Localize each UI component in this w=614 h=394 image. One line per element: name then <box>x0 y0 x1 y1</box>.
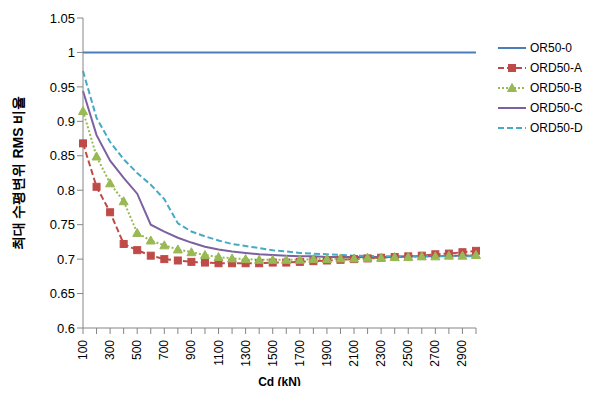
svg-text:1900: 1900 <box>320 340 334 367</box>
svg-text:0.95: 0.95 <box>50 80 75 95</box>
svg-text:2500: 2500 <box>401 340 415 367</box>
svg-text:2900: 2900 <box>455 340 469 367</box>
svg-text:100: 100 <box>76 340 90 360</box>
svg-text:1: 1 <box>68 45 75 60</box>
svg-text:ORD50-B: ORD50-B <box>530 81 582 95</box>
svg-text:ORD50-A: ORD50-A <box>530 61 582 75</box>
svg-text:1.05: 1.05 <box>50 11 75 26</box>
svg-text:700: 700 <box>157 340 171 360</box>
svg-text:최대 수평변위 RMS 비율: 최대 수평변위 RMS 비율 <box>10 96 26 251</box>
svg-text:0.65: 0.65 <box>50 286 75 301</box>
svg-text:0.75: 0.75 <box>50 217 75 232</box>
svg-text:900: 900 <box>184 340 198 360</box>
svg-text:0.9: 0.9 <box>57 114 75 129</box>
svg-text:ORD50-C: ORD50-C <box>530 101 583 115</box>
svg-text:1100: 1100 <box>212 340 226 366</box>
svg-text:2700: 2700 <box>428 340 442 367</box>
svg-text:1700: 1700 <box>293 340 307 367</box>
svg-text:1500: 1500 <box>266 340 280 367</box>
svg-text:OR50-0: OR50-0 <box>530 41 572 55</box>
svg-text:500: 500 <box>130 340 144 360</box>
svg-text:2100: 2100 <box>347 340 361 367</box>
svg-text:0.6: 0.6 <box>57 321 75 336</box>
svg-text:300: 300 <box>103 340 117 360</box>
svg-text:0.8: 0.8 <box>57 183 75 198</box>
svg-text:1300: 1300 <box>239 340 253 367</box>
svg-text:ORD50-D: ORD50-D <box>530 121 583 135</box>
svg-text:0.7: 0.7 <box>57 252 75 267</box>
svg-text:Cd (kN): Cd (kN) <box>258 375 301 386</box>
svg-text:0.85: 0.85 <box>50 148 75 163</box>
svg-text:2300: 2300 <box>374 340 388 367</box>
